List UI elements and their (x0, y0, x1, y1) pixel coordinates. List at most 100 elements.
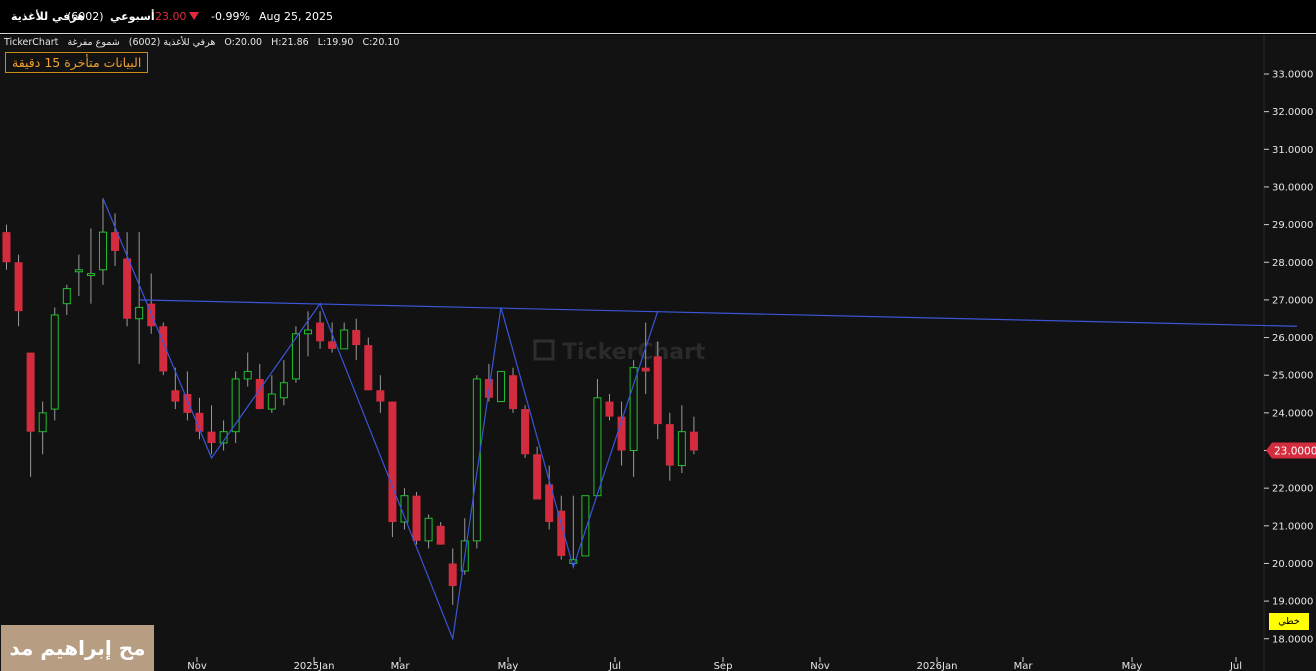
symbol-name[interactable]: هرفي للأغذية (11, 10, 85, 23)
change-percent: -0.99% (211, 10, 250, 23)
candle-up (496, 370, 505, 403)
candle-up (231, 378, 240, 433)
zigzag-pattern-line (102, 198, 659, 642)
last-price-label: 23.0000 (1274, 446, 1316, 458)
legend-source: TickerChart (4, 37, 59, 48)
candle-up (472, 378, 481, 542)
legend-close: C:20.10 (362, 37, 400, 48)
chart-area[interactable]: 33.0000 32.0000 31.0000 30.0000 29.0000 28.00… (0, 35, 1316, 671)
candle-down (436, 525, 445, 545)
candle-down (617, 416, 626, 451)
trendline (139, 299, 1297, 327)
candle-down (545, 484, 554, 523)
candle-up (243, 370, 252, 380)
x-tick-label: Nov (810, 661, 830, 671)
candle-up (267, 393, 276, 410)
legend-low: L:19.90 (317, 37, 354, 48)
symbol-code: (6002) (67, 10, 104, 23)
last-price: 23.00 (155, 10, 187, 23)
candle-down (183, 394, 192, 413)
candle-down (509, 375, 518, 410)
legend-high: H:21.86 (271, 37, 309, 48)
x-tick-label: May (1122, 661, 1143, 671)
y-tick-label: 28.0000 (1272, 258, 1313, 269)
candle-up (593, 397, 602, 497)
y-tick-label: 20.0000 (1272, 559, 1313, 570)
candle-down (26, 352, 35, 432)
candle-down (605, 401, 614, 417)
candle-down (159, 326, 168, 372)
y-tick-label: 31.0000 (1272, 145, 1313, 156)
candle-down (653, 356, 662, 425)
candle-up (677, 431, 686, 467)
y-tick-label: 19.0000 (1272, 597, 1313, 608)
candle-up (98, 231, 107, 271)
linear-scale-button[interactable]: خطي (1269, 613, 1309, 630)
last-price-tag (1266, 442, 1316, 459)
legend-symbol: هرفي للأغذية (6002) (128, 37, 216, 48)
x-tick-label: Sep (714, 661, 733, 671)
candle-down (448, 563, 457, 587)
candle-up (629, 367, 638, 452)
x-tick-label: Mar (391, 661, 411, 671)
overlay-caption: مح إبراهيم مد (1, 625, 154, 671)
candle-up (74, 269, 83, 273)
x-tick-label: Mar (1014, 661, 1034, 671)
y-tick-label: 30.0000 (1272, 182, 1313, 193)
y-tick-label: 22.0000 (1272, 484, 1313, 495)
period-label[interactable]: أسبوعي (110, 10, 155, 23)
y-tick-label: 27.0000 (1272, 295, 1313, 306)
candle-down (521, 409, 530, 455)
candle-up (304, 329, 312, 335)
candle-up (86, 273, 95, 277)
y-tick-label: 33.0000 (1272, 70, 1313, 81)
candlestick-chart[interactable]: 33.0000 32.0000 31.0000 30.0000 29.0000 28.00… (0, 35, 1316, 671)
candle-down (171, 390, 180, 402)
quote-date: Aug 25, 2025 (259, 10, 333, 23)
candle-down (557, 510, 566, 556)
candle-down (123, 258, 132, 319)
candle-down (316, 322, 325, 342)
down-arrow-icon (188, 11, 200, 24)
y-tick-label: 26.0000 (1272, 333, 1313, 344)
candle-down (412, 495, 421, 541)
candle-down (352, 330, 361, 346)
candle-up (38, 412, 47, 433)
y-tick-label: 32.0000 (1272, 107, 1313, 118)
x-tick-label: Jul (1229, 661, 1242, 671)
legend-chart-kind: شموع مفرغة (67, 37, 120, 48)
candle-up (50, 314, 59, 410)
candle-up (569, 559, 578, 564)
candle-up (424, 517, 433, 542)
candle-up (340, 329, 349, 350)
candle-down (364, 345, 373, 391)
chart-legend: TickerChart هرفي للأغذية (6002) شموع مفر… (4, 37, 405, 48)
candle-down (665, 424, 674, 466)
candle-down (328, 341, 337, 349)
candle-down (388, 401, 397, 523)
legend-open: O:20.00 (224, 37, 263, 48)
candle-down (689, 431, 698, 451)
y-tick-label: 29.0000 (1272, 220, 1313, 231)
candle-down (2, 232, 11, 263)
candle-up (279, 382, 288, 399)
x-tick-label: Nov (187, 661, 207, 671)
candle-down (207, 431, 216, 443)
candle-down (641, 367, 650, 372)
y-tick-label: 24.0000 (1272, 408, 1313, 419)
candle-up (581, 495, 590, 557)
candle-down (111, 232, 120, 251)
candle-down (533, 454, 542, 500)
symbol-header-bar: هرفي للأغذية (6002) أسبوعي 23.00 -0.99% … (0, 0, 1316, 34)
x-tick-label: 2026Jan (917, 661, 958, 671)
x-tick-label: Jul (608, 661, 621, 671)
candle-down (376, 390, 385, 402)
candle-up (62, 288, 71, 305)
y-tick-label: 18.0000 (1272, 634, 1313, 645)
candle-down (14, 262, 23, 312)
candle-up (135, 306, 144, 320)
candle-down (255, 378, 264, 410)
candle-down (195, 412, 204, 432)
x-tick-label: 2025Jan (294, 661, 335, 671)
y-tick-label: 21.0000 (1272, 521, 1313, 532)
